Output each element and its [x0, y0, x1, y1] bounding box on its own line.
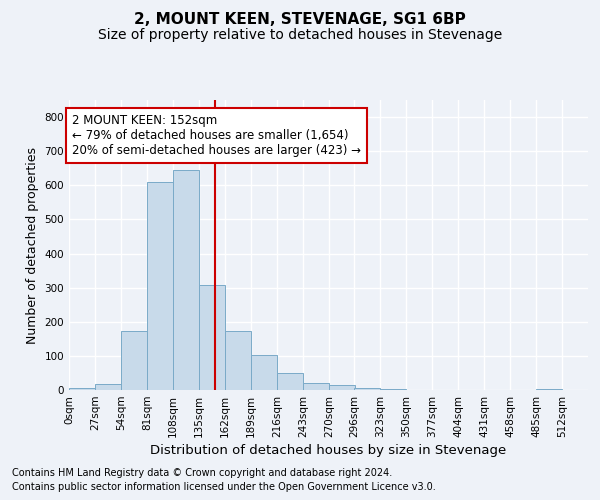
- Bar: [277, 373, 303, 390]
- Bar: [121, 332, 147, 390]
- Bar: [251, 355, 277, 390]
- X-axis label: Distribution of detached houses by size in Stevenage: Distribution of detached houses by size …: [151, 444, 506, 457]
- Bar: [95, 384, 121, 390]
- Text: Size of property relative to detached houses in Stevenage: Size of property relative to detached ho…: [98, 28, 502, 42]
- Y-axis label: Number of detached properties: Number of detached properties: [26, 146, 39, 344]
- Bar: [199, 285, 225, 390]
- Bar: [173, 170, 199, 390]
- Text: Contains HM Land Registry data © Crown copyright and database right 2024.: Contains HM Land Registry data © Crown c…: [12, 468, 392, 477]
- Bar: [354, 388, 380, 390]
- Text: 2 MOUNT KEEN: 152sqm
← 79% of detached houses are smaller (1,654)
20% of semi-de: 2 MOUNT KEEN: 152sqm ← 79% of detached h…: [72, 114, 361, 156]
- Text: Contains public sector information licensed under the Open Government Licence v3: Contains public sector information licen…: [12, 482, 436, 492]
- Text: 2, MOUNT KEEN, STEVENAGE, SG1 6BP: 2, MOUNT KEEN, STEVENAGE, SG1 6BP: [134, 12, 466, 28]
- Bar: [69, 388, 95, 390]
- Bar: [329, 385, 355, 390]
- Bar: [536, 388, 562, 390]
- Bar: [303, 383, 329, 390]
- Bar: [225, 332, 251, 390]
- Bar: [147, 182, 173, 390]
